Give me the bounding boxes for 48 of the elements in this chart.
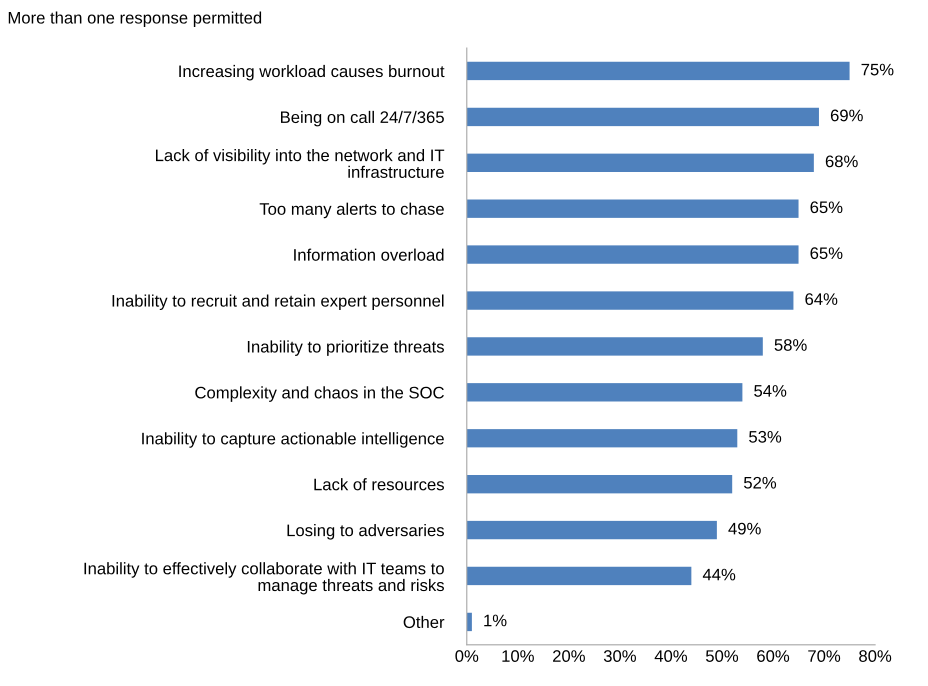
- data-label: 68%: [826, 155, 858, 168]
- bar: [466, 154, 814, 172]
- y-tick-label: Inability to capture actionable intelligence: [142, 432, 444, 448]
- data-label: 58%: [774, 339, 807, 351]
- x-tick-label: 70%: [808, 650, 840, 662]
- data-label: 65%: [810, 201, 842, 214]
- text: More than one response permitted: [8, 11, 262, 27]
- y-tick-label: Information overload: [294, 248, 444, 261]
- x-tick-label: 80%: [859, 650, 892, 662]
- bar: [466, 566, 692, 586]
- x-tick-label: 50%: [706, 650, 738, 662]
- y-tick-label: Being on call 24/7/365: [281, 110, 444, 126]
- x-tick-label: 60%: [757, 650, 790, 662]
- y-tick-label: Inability to recruit and retain expert personnel: [112, 294, 444, 310]
- data-label: 53%: [749, 430, 782, 443]
- y-tick-label: Lack of visibility into the network and IT infrastructure: [156, 148, 444, 178]
- x-tick-label: 20%: [553, 650, 585, 662]
- data-label: 75%: [862, 64, 894, 76]
- data-label: 64%: [805, 293, 838, 305]
- bar: [466, 62, 850, 80]
- y-tick-label: Too many alerts to chase: [260, 202, 444, 218]
- x-tick-label: 30%: [604, 650, 636, 662]
- bar: [466, 291, 794, 310]
- x-tick-label: 0%: [455, 650, 478, 662]
- x-tick-label: 40%: [654, 650, 688, 662]
- data-label: 65%: [810, 247, 842, 260]
- bar: [466, 520, 717, 540]
- bar: [466, 245, 799, 264]
- bar: [466, 474, 732, 494]
- data-label: 54%: [754, 385, 786, 397]
- bar: [466, 337, 763, 356]
- data-label: 44%: [702, 568, 736, 580]
- bar: [466, 108, 819, 126]
- data-label: 69%: [830, 110, 863, 122]
- y-tick-label: Losing to adversaries: [288, 524, 444, 540]
- y-tick-label: Lack of resources: [314, 478, 444, 490]
- y-tick-label: Complexity and chaos in the SOC: [195, 386, 444, 402]
- bar: [466, 429, 738, 448]
- y-tick-label: Inability to prioritize threats: [248, 340, 444, 356]
- data-label: 52%: [744, 476, 776, 489]
- y-tick-label: Other: [404, 616, 444, 628]
- data-label: 1%: [484, 614, 506, 626]
- y-tick-label: Inability to effectively collaborate with IT teams to manage threats and risks: [84, 562, 444, 594]
- data-label: 49%: [728, 522, 761, 535]
- x-tick-label: 10%: [502, 650, 534, 662]
- bar: [466, 200, 799, 218]
- y-tick-label: Increasing workload causes burnout: [179, 64, 444, 80]
- bar: [466, 383, 742, 402]
